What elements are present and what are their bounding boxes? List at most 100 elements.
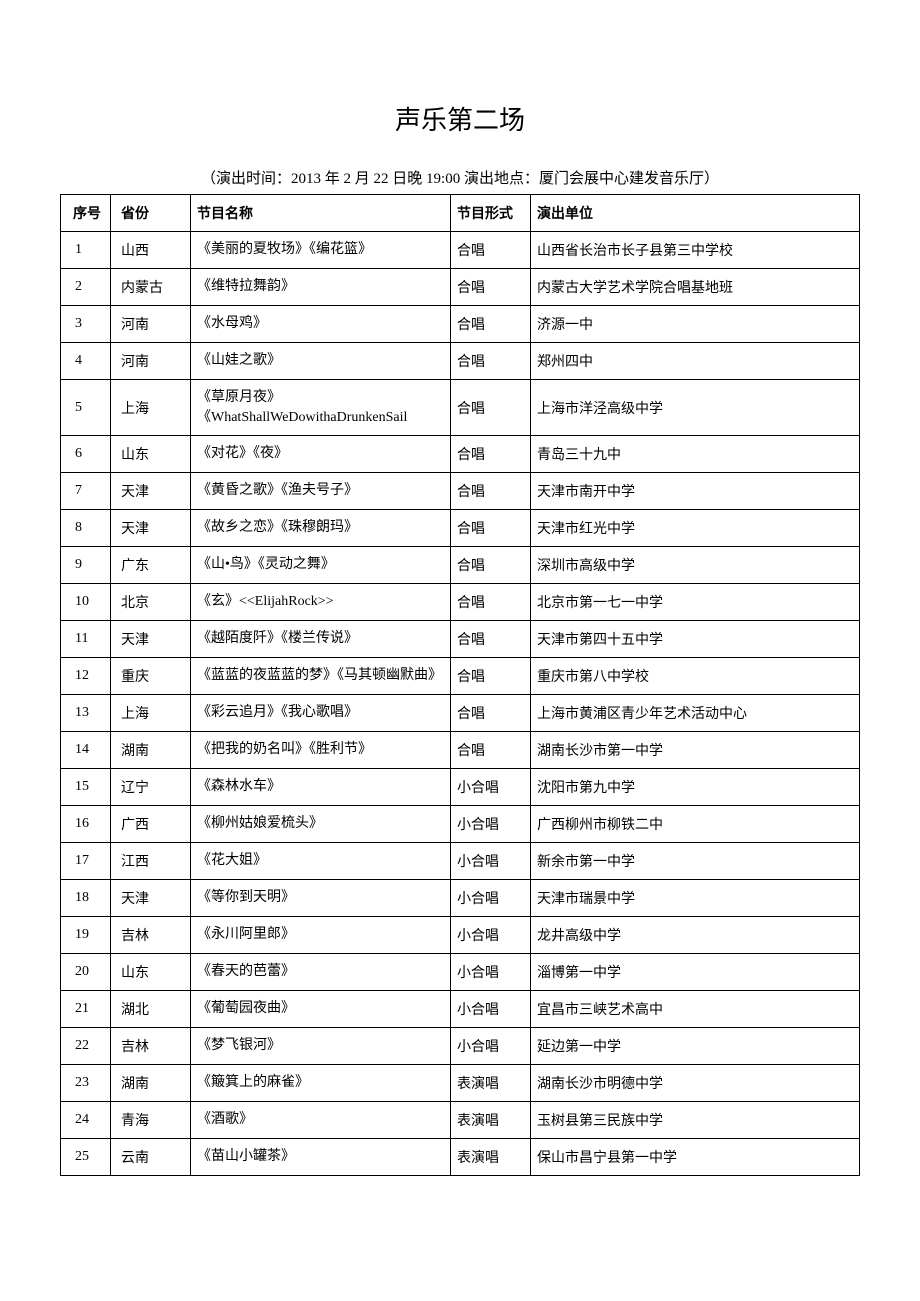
cell-province: 广西 [111, 806, 191, 843]
cell-index: 13 [61, 695, 111, 732]
table-header-row: 序号 省份 节目名称 节目形式 演出单位 [61, 195, 860, 232]
cell-form: 合唱 [451, 380, 531, 436]
table-row: 9广东《山•鸟》《灵动之舞》合唱深圳市高级中学 [61, 547, 860, 584]
cell-province: 上海 [111, 380, 191, 436]
table-row: 1山西《美丽的夏牧场》《编花篮》合唱山西省长治市长子县第三中学校 [61, 232, 860, 269]
cell-index: 12 [61, 658, 111, 695]
cell-program: 《花大姐》 [191, 843, 451, 880]
cell-index: 3 [61, 306, 111, 343]
cell-form: 合唱 [451, 436, 531, 473]
cell-unit: 延边第一中学 [531, 1028, 860, 1065]
cell-index: 7 [61, 473, 111, 510]
cell-province: 湖南 [111, 732, 191, 769]
cell-index: 25 [61, 1139, 111, 1176]
cell-index: 19 [61, 917, 111, 954]
cell-form: 小合唱 [451, 806, 531, 843]
cell-unit: 济源一中 [531, 306, 860, 343]
cell-index: 10 [61, 584, 111, 621]
cell-program: 《水母鸡》 [191, 306, 451, 343]
cell-program: 《蓝蓝的夜蓝蓝的梦》《马其顿幽默曲》 [191, 658, 451, 695]
cell-form: 合唱 [451, 269, 531, 306]
cell-unit: 内蒙古大学艺术学院合唱基地班 [531, 269, 860, 306]
table-row: 22吉林《梦飞银河》小合唱延边第一中学 [61, 1028, 860, 1065]
cell-form: 小合唱 [451, 991, 531, 1028]
cell-province: 天津 [111, 473, 191, 510]
cell-program: 《彩云追月》《我心歌唱》 [191, 695, 451, 732]
cell-province: 河南 [111, 306, 191, 343]
cell-province: 山西 [111, 232, 191, 269]
cell-index: 23 [61, 1065, 111, 1102]
cell-form: 合唱 [451, 306, 531, 343]
cell-unit: 天津市红光中学 [531, 510, 860, 547]
cell-program: 《黄昏之歌》《渔夫号子》 [191, 473, 451, 510]
cell-index: 22 [61, 1028, 111, 1065]
table-row: 11天津《越陌度阡》《楼兰传说》合唱天津市第四十五中学 [61, 621, 860, 658]
cell-form: 合唱 [451, 621, 531, 658]
table-row: 10北京《玄》<<ElijahRock>>合唱北京市第一七一中学 [61, 584, 860, 621]
cell-index: 20 [61, 954, 111, 991]
col-header-index: 序号 [61, 195, 111, 232]
cell-unit: 重庆市第八中学校 [531, 658, 860, 695]
cell-form: 表演唱 [451, 1139, 531, 1176]
table-row: 14湖南《把我的奶名叫》《胜利节》合唱湖南长沙市第一中学 [61, 732, 860, 769]
cell-province: 广东 [111, 547, 191, 584]
cell-index: 9 [61, 547, 111, 584]
col-header-province: 省份 [111, 195, 191, 232]
cell-province: 湖南 [111, 1065, 191, 1102]
col-header-unit: 演出单位 [531, 195, 860, 232]
cell-unit: 湖南长沙市第一中学 [531, 732, 860, 769]
cell-index: 6 [61, 436, 111, 473]
cell-program: 《葡萄园夜曲》 [191, 991, 451, 1028]
cell-province: 吉林 [111, 1028, 191, 1065]
cell-form: 合唱 [451, 343, 531, 380]
cell-program: 《山娃之歌》 [191, 343, 451, 380]
table-row: 15辽宁《森林水车》小合唱沈阳市第九中学 [61, 769, 860, 806]
cell-unit: 宜昌市三峡艺术高中 [531, 991, 860, 1028]
cell-program: 《越陌度阡》《楼兰传说》 [191, 621, 451, 658]
cell-province: 内蒙古 [111, 269, 191, 306]
table-row: 4河南《山娃之歌》合唱郑州四中 [61, 343, 860, 380]
cell-form: 表演唱 [451, 1065, 531, 1102]
cell-index: 5 [61, 380, 111, 436]
table-body: 1山西《美丽的夏牧场》《编花篮》合唱山西省长治市长子县第三中学校2内蒙古《维特拉… [61, 232, 860, 1176]
cell-form: 合唱 [451, 473, 531, 510]
cell-unit: 保山市昌宁县第一中学 [531, 1139, 860, 1176]
table-row: 21湖北《葡萄园夜曲》小合唱宜昌市三峡艺术高中 [61, 991, 860, 1028]
cell-unit: 淄博第一中学 [531, 954, 860, 991]
cell-index: 18 [61, 880, 111, 917]
table-row: 12重庆《蓝蓝的夜蓝蓝的梦》《马其顿幽默曲》合唱重庆市第八中学校 [61, 658, 860, 695]
page-title: 声乐第二场 [60, 100, 860, 137]
cell-province: 云南 [111, 1139, 191, 1176]
cell-program: 《森林水车》 [191, 769, 451, 806]
cell-form: 小合唱 [451, 917, 531, 954]
cell-province: 辽宁 [111, 769, 191, 806]
cell-program: 《把我的奶名叫》《胜利节》 [191, 732, 451, 769]
table-row: 5上海《草原月夜》《WhatShallWeDowithaDrunkenSail合… [61, 380, 860, 436]
cell-province: 青海 [111, 1102, 191, 1139]
cell-form: 合唱 [451, 510, 531, 547]
cell-index: 21 [61, 991, 111, 1028]
cell-province: 江西 [111, 843, 191, 880]
cell-unit: 郑州四中 [531, 343, 860, 380]
cell-program: 《美丽的夏牧场》《编花篮》 [191, 232, 451, 269]
cell-province: 吉林 [111, 917, 191, 954]
cell-program: 《山•鸟》《灵动之舞》 [191, 547, 451, 584]
cell-program: 《维特拉舞韵》 [191, 269, 451, 306]
col-header-form: 节目形式 [451, 195, 531, 232]
cell-program: 《酒歌》 [191, 1102, 451, 1139]
cell-unit: 天津市南开中学 [531, 473, 860, 510]
cell-index: 15 [61, 769, 111, 806]
cell-unit: 上海市洋泾高级中学 [531, 380, 860, 436]
cell-form: 合唱 [451, 547, 531, 584]
cell-form: 合唱 [451, 732, 531, 769]
table-row: 19吉林《永川阿里郎》小合唱龙井高级中学 [61, 917, 860, 954]
cell-program: 《苗山小罐茶》 [191, 1139, 451, 1176]
cell-index: 2 [61, 269, 111, 306]
cell-unit: 天津市瑞景中学 [531, 880, 860, 917]
cell-unit: 天津市第四十五中学 [531, 621, 860, 658]
cell-index: 16 [61, 806, 111, 843]
table-row: 23湖南《簸箕上的麻雀》表演唱湖南长沙市明德中学 [61, 1065, 860, 1102]
cell-province: 湖北 [111, 991, 191, 1028]
cell-form: 小合唱 [451, 880, 531, 917]
cell-index: 1 [61, 232, 111, 269]
